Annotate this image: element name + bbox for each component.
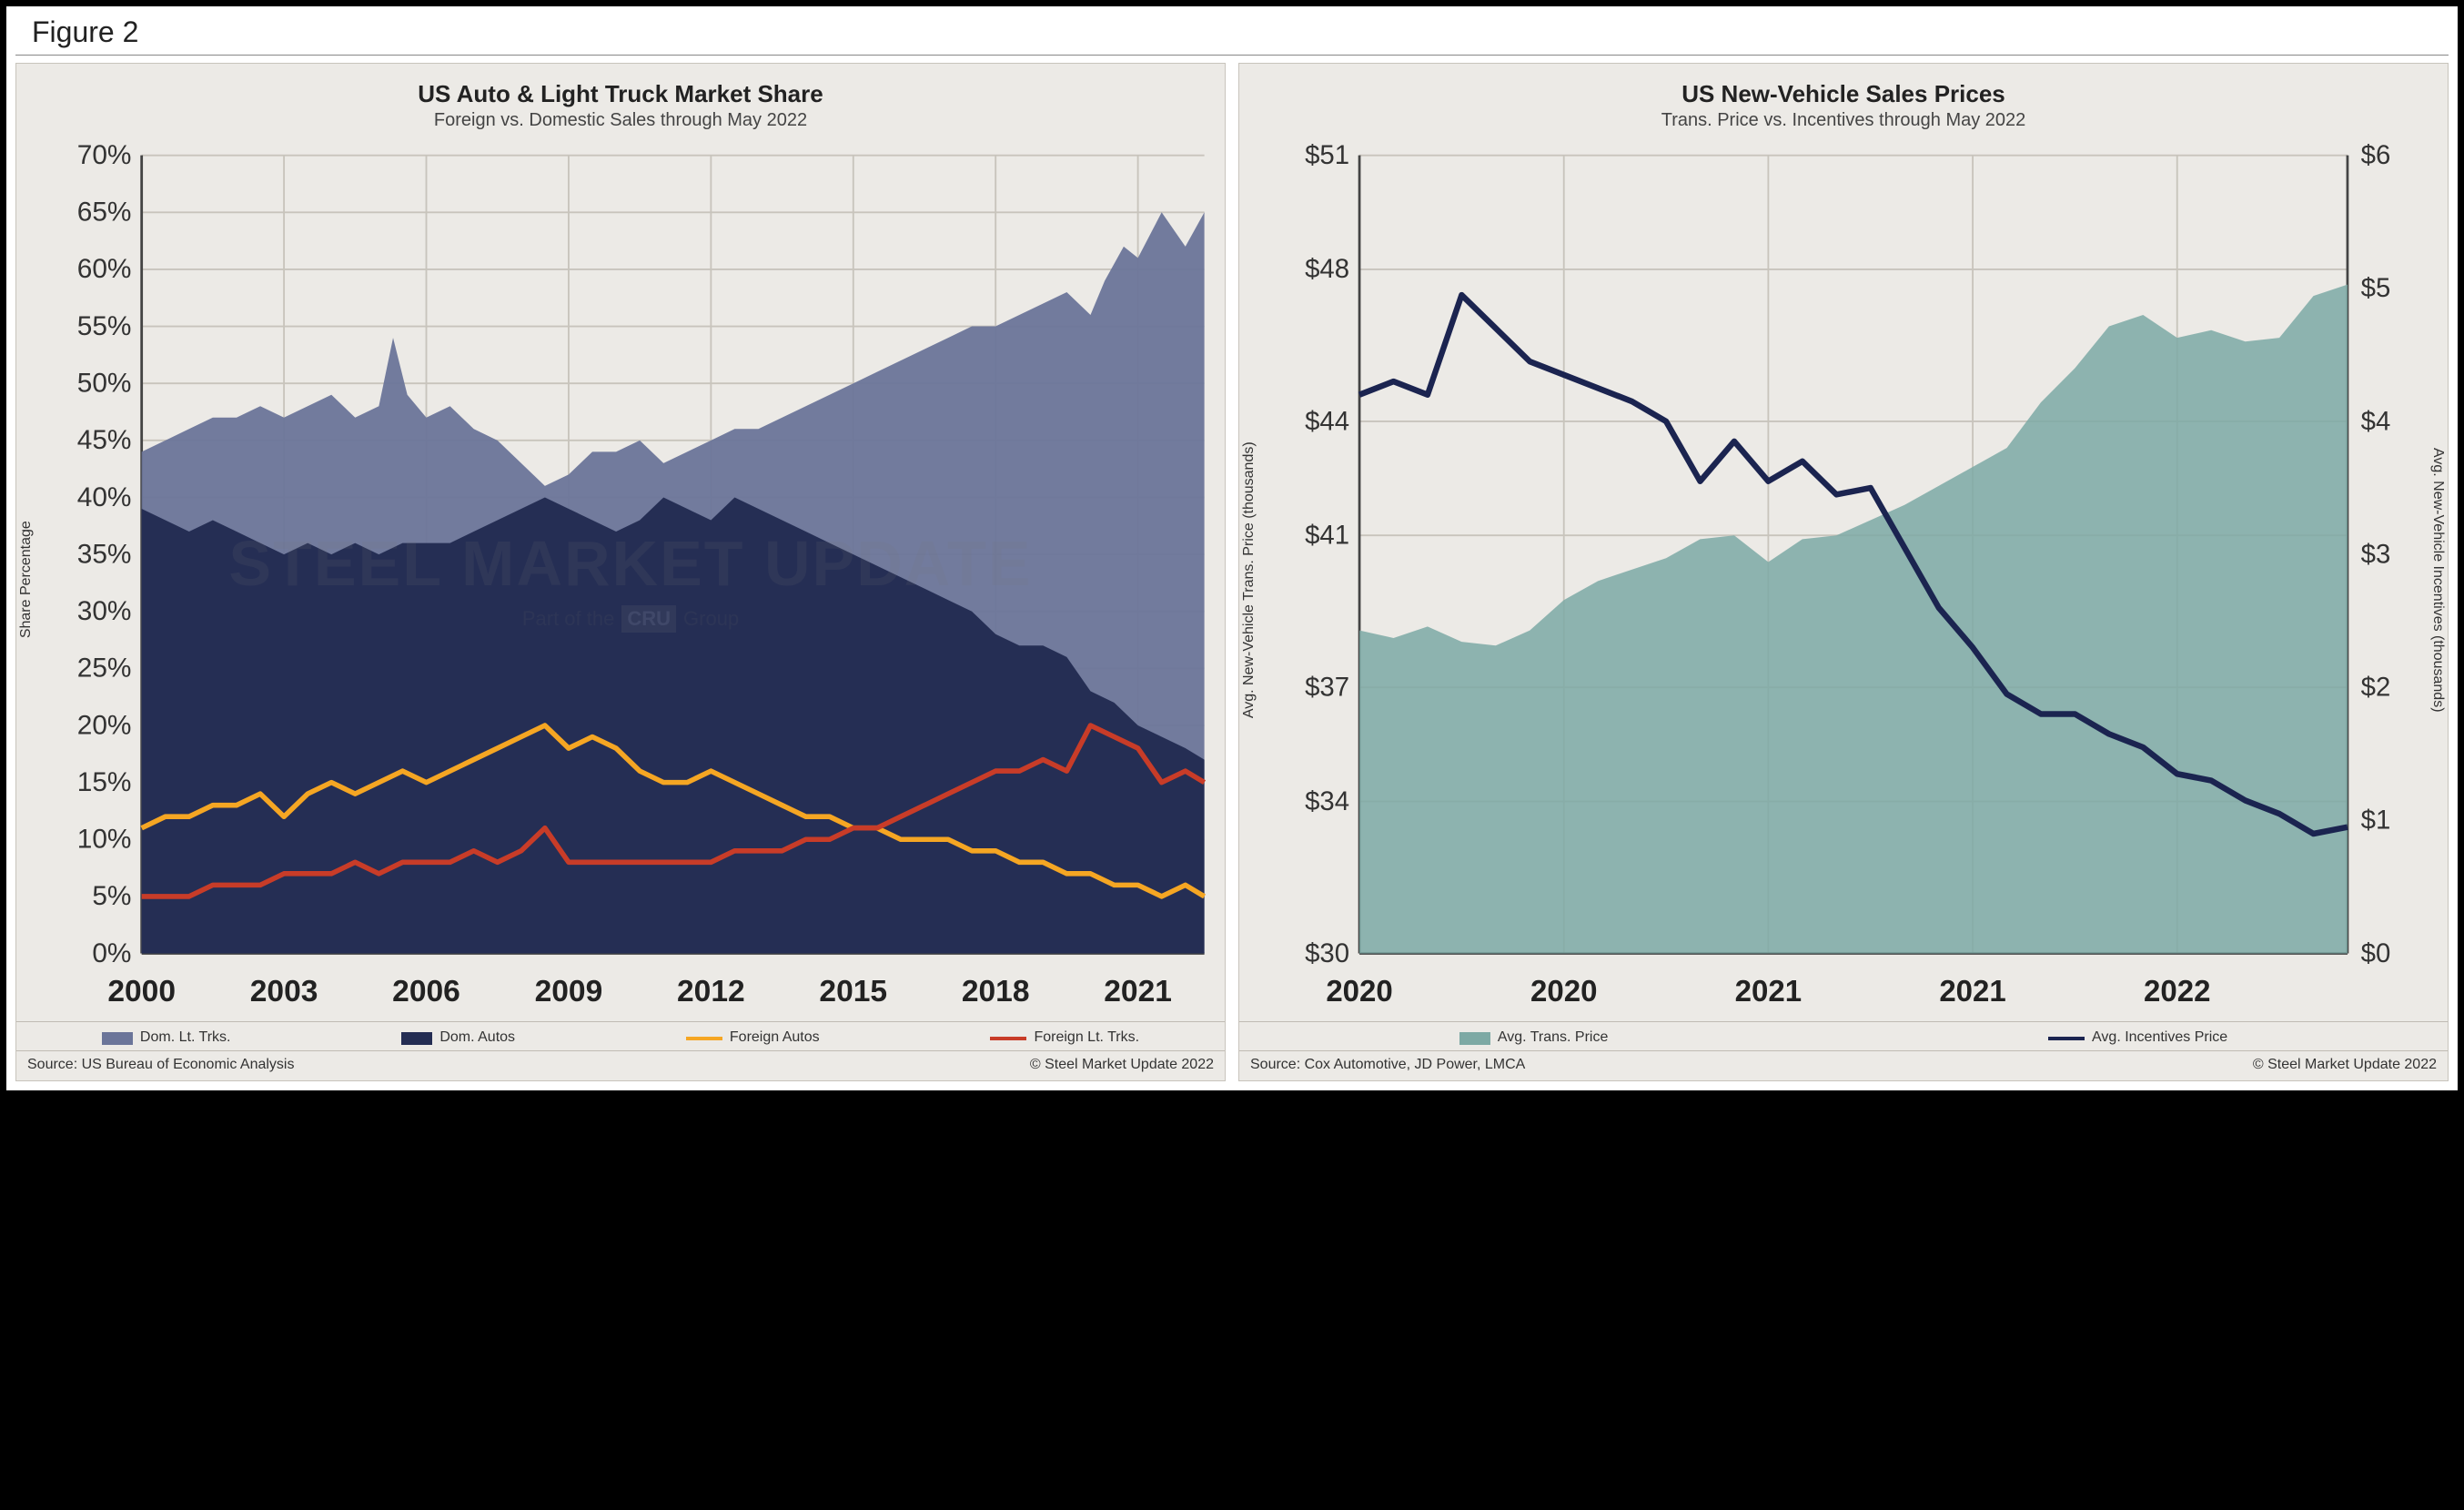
svg-text:$3: $3 <box>2361 539 2391 569</box>
svg-text:0%: 0% <box>92 938 131 968</box>
svg-text:10%: 10% <box>77 825 132 855</box>
svg-text:$51: $51 <box>1305 140 1349 170</box>
panel-sales-prices: US New-Vehicle Sales Prices Trans. Price… <box>1238 63 2449 1081</box>
chart1-source: Source: US Bureau of Economic Analysis <box>27 1057 294 1073</box>
chart2-legend: Avg. Trans. Price Avg. Incentives Price <box>1239 1021 2448 1049</box>
svg-text:2015: 2015 <box>819 975 887 1008</box>
svg-text:$1: $1 <box>2361 805 2391 835</box>
chart2-subtitle: Trans. Price vs. Incentives through May … <box>1248 110 2439 131</box>
svg-text:2022: 2022 <box>2144 975 2210 1008</box>
legend-item: Dom. Lt. Trks. <box>102 1029 231 1046</box>
chart2-source: Source: Cox Automotive, JD Power, LMCA <box>1250 1057 1525 1073</box>
svg-text:20%: 20% <box>77 710 132 740</box>
chart1-area: Share Percentage 0% 5% 10% 15% 20% 25% 30% 35% 4… <box>16 138 1225 1021</box>
legend-swatch <box>2048 1037 2085 1040</box>
svg-text:$5: $5 <box>2361 273 2391 303</box>
legend-swatch <box>1459 1032 1490 1045</box>
svg-text:35%: 35% <box>77 539 132 569</box>
svg-text:$44: $44 <box>1305 406 1349 436</box>
svg-text:2006: 2006 <box>392 975 460 1008</box>
svg-text:2012: 2012 <box>677 975 745 1008</box>
svg-text:2009: 2009 <box>535 975 603 1008</box>
svg-text:25%: 25% <box>77 654 132 684</box>
svg-text:2021: 2021 <box>1735 975 1802 1008</box>
chart2-area: Avg. New-Vehicle Trans. Price (thousands… <box>1239 138 2448 1021</box>
legend-item: Avg. Trans. Price <box>1459 1029 1609 1046</box>
svg-text:15%: 15% <box>77 767 132 797</box>
chart1-plot: 0% 5% 10% 15% 20% 25% 30% 35% 40% 45% 50% 55% 60% 65%… <box>36 138 1225 1021</box>
legend-item: Avg. Incentives Price <box>2048 1029 2227 1046</box>
legend-label: Avg. Trans. Price <box>1498 1029 1609 1046</box>
legend-label: Dom. Lt. Trks. <box>140 1029 231 1046</box>
legend-swatch <box>686 1037 722 1040</box>
figure-label: Figure 2 <box>15 6 2449 56</box>
chart2-source-row: Source: Cox Automotive, JD Power, LMCA ©… <box>1239 1050 2448 1080</box>
chart1-y-label: Share Percentage <box>16 138 36 1021</box>
svg-text:2018: 2018 <box>962 975 1030 1008</box>
svg-text:65%: 65% <box>77 198 132 228</box>
legend-swatch <box>990 1037 1026 1040</box>
svg-text:2003: 2003 <box>250 975 318 1008</box>
chart2-plot: $30 $34 $37 $41 $44 $48 $51 $0 $1 $2 $3 $4 $5 $6 2020 2… <box>1259 138 2428 1021</box>
svg-text:$6: $6 <box>2361 140 2391 170</box>
svg-text:$0: $0 <box>2361 938 2391 968</box>
chart2-y-label-right: Avg. New-Vehicle Incentives (thousands) <box>2428 138 2448 1021</box>
panel-market-share: US Auto & Light Truck Market Share Forei… <box>15 63 1226 1081</box>
legend-label: Foreign Lt. Trks. <box>1034 1029 1139 1046</box>
svg-text:40%: 40% <box>77 482 132 512</box>
chart1-subtitle: Foreign vs. Domestic Sales through May 2… <box>25 110 1216 131</box>
chart1-copyright: © Steel Market Update 2022 <box>1030 1057 1214 1073</box>
svg-text:$37: $37 <box>1305 672 1349 702</box>
svg-text:5%: 5% <box>92 881 131 911</box>
chart2-title-block: US New-Vehicle Sales Prices Trans. Price… <box>1239 64 2448 138</box>
svg-text:$4: $4 <box>2361 406 2391 436</box>
svg-text:50%: 50% <box>77 369 132 399</box>
svg-text:45%: 45% <box>77 425 132 455</box>
svg-text:2021: 2021 <box>1939 975 2005 1008</box>
chart2-y-label-left: Avg. New-Vehicle Trans. Price (thousands… <box>1239 138 1259 1021</box>
svg-text:30%: 30% <box>77 596 132 626</box>
svg-text:$41: $41 <box>1305 520 1349 550</box>
chart1-title-block: US Auto & Light Truck Market Share Forei… <box>16 64 1225 138</box>
svg-text:2020: 2020 <box>1530 975 1597 1008</box>
svg-text:70%: 70% <box>77 140 132 170</box>
chart1-legend: Dom. Lt. Trks. Dom. Autos Foreign Autos For… <box>16 1021 1225 1049</box>
svg-text:2020: 2020 <box>1326 975 1392 1008</box>
svg-text:$34: $34 <box>1305 786 1349 816</box>
svg-text:2000: 2000 <box>107 975 176 1008</box>
svg-text:60%: 60% <box>77 254 132 284</box>
svg-text:$30: $30 <box>1305 938 1349 968</box>
legend-item: Dom. Autos <box>401 1029 515 1046</box>
chart1-source-row: Source: US Bureau of Economic Analysis ©… <box>16 1050 1225 1080</box>
svg-text:$2: $2 <box>2361 672 2391 702</box>
legend-label: Foreign Autos <box>730 1029 820 1046</box>
svg-text:$48: $48 <box>1305 254 1349 284</box>
legend-swatch <box>401 1032 432 1045</box>
svg-text:55%: 55% <box>77 311 132 341</box>
legend-label: Avg. Incentives Price <box>2092 1029 2227 1046</box>
chart2-title: US New-Vehicle Sales Prices <box>1248 80 2439 108</box>
legend-label: Dom. Autos <box>439 1029 515 1046</box>
figure-frame: Figure 2 US Auto & Light Truck Market Sh… <box>5 5 2459 1091</box>
svg-text:2021: 2021 <box>1104 975 1172 1008</box>
panels-row: US Auto & Light Truck Market Share Forei… <box>6 56 2458 1090</box>
chart2-copyright: © Steel Market Update 2022 <box>2253 1057 2437 1073</box>
chart1-title: US Auto & Light Truck Market Share <box>25 80 1216 108</box>
legend-item: Foreign Autos <box>686 1029 820 1046</box>
legend-item: Foreign Lt. Trks. <box>990 1029 1139 1046</box>
legend-swatch <box>102 1032 133 1045</box>
